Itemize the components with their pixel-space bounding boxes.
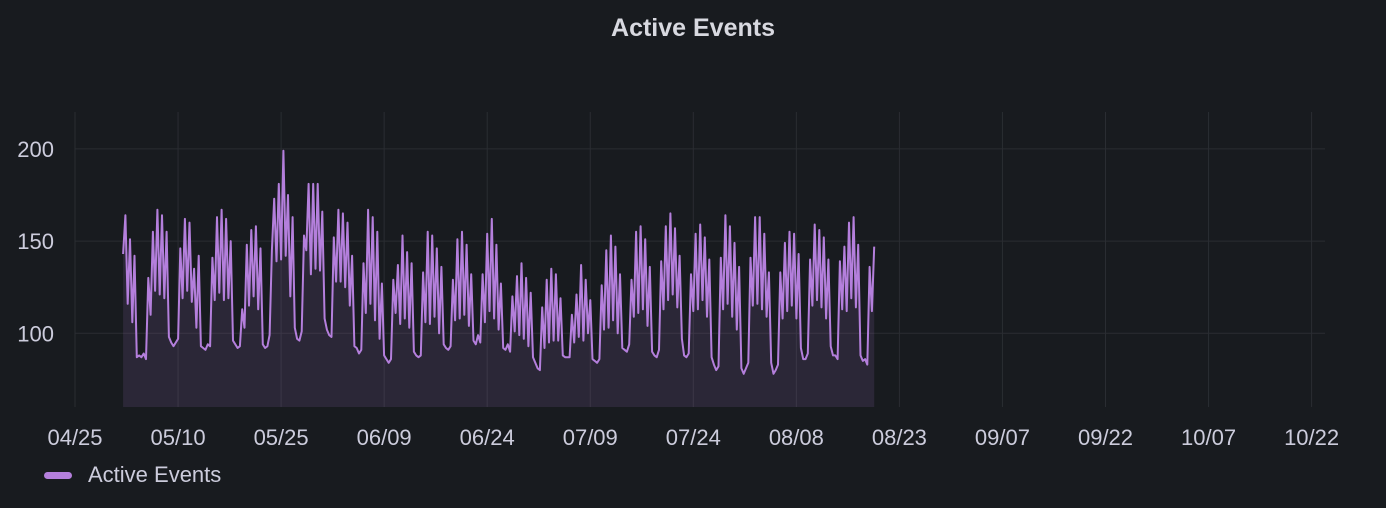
x-tick-label: 07/09 — [563, 425, 618, 450]
x-axis-ticks: 04/25 05/10 05/25 06/09 06/24 07/09 07/24 08/08… — [47, 425, 1339, 450]
timeseries-chart[interactable]: 100 150 200 04/25 05/10 05/25 06/09 06/24 07/09… — [0, 0, 1386, 460]
legend[interactable]: Active Events — [44, 462, 221, 488]
x-tick-label: 09/07 — [975, 425, 1030, 450]
x-tick-label: 08/23 — [872, 425, 927, 450]
y-tick-label: 100 — [17, 321, 54, 346]
x-tick-label: 10/07 — [1181, 425, 1236, 450]
y-tick-label: 150 — [17, 229, 54, 254]
x-tick-label: 05/10 — [151, 425, 206, 450]
x-tick-label: 10/22 — [1284, 425, 1339, 450]
series-line-active-events[interactable] — [122, 149, 876, 375]
x-tick-label: 06/09 — [357, 425, 412, 450]
series-area-fill — [123, 150, 875, 407]
x-tick-label: 09/22 — [1078, 425, 1133, 450]
x-tick-label: 05/25 — [254, 425, 309, 450]
y-axis-ticks: 100 150 200 — [17, 137, 54, 346]
legend-swatch — [44, 471, 72, 479]
legend-label: Active Events — [88, 462, 222, 487]
x-tick-label: 07/24 — [666, 425, 721, 450]
y-tick-label: 200 — [17, 137, 54, 162]
x-tick-label: 08/08 — [769, 425, 824, 450]
chart-title: Active Events — [611, 14, 775, 42]
x-tick-label: 06/24 — [460, 425, 515, 450]
x-tick-label: 04/25 — [47, 425, 102, 450]
